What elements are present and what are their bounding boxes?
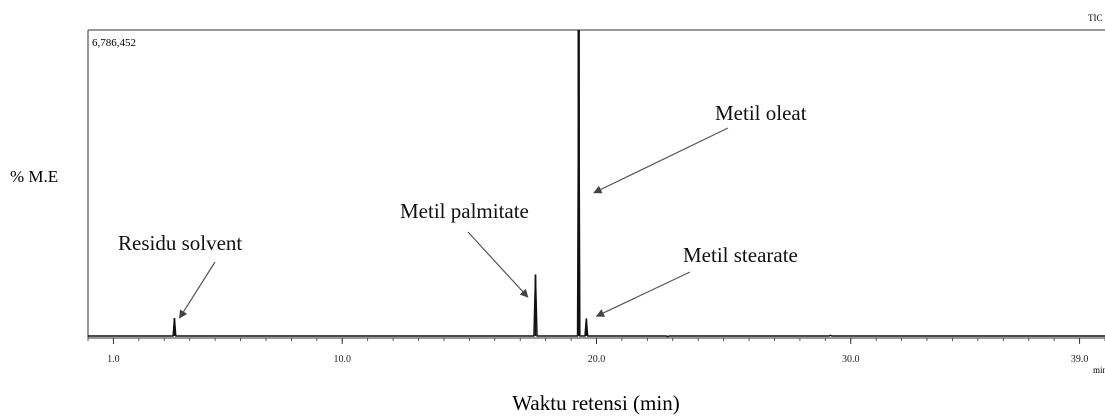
x-unit-label: min bbox=[1093, 365, 1105, 375]
x-tick-label: 10.0 bbox=[334, 354, 352, 365]
peak-annotation-label: Metil oleat bbox=[715, 101, 807, 125]
peak-annotation-label: Residu solvent bbox=[118, 231, 242, 255]
peak-annotation-label: Metil stearate bbox=[683, 243, 798, 267]
x-tick-label: 39.0 bbox=[1071, 354, 1089, 365]
annotation-arrows bbox=[179, 127, 729, 319]
annotation-arrow bbox=[593, 127, 729, 194]
plot-area bbox=[87, 29, 1105, 339]
peak-annotation-label: Metil palmitate bbox=[400, 199, 529, 223]
x-tick-label: 1.0 bbox=[107, 354, 120, 365]
x-tick-label: 20.0 bbox=[588, 354, 606, 365]
tic-trace bbox=[88, 29, 1105, 338]
chromatogram-line bbox=[88, 29, 1105, 338]
text-labels: Residu solvent Metil palmitate Metil oleat… bbox=[10, 13, 1105, 415]
x-axis-label: Waktu retensi (min) bbox=[512, 391, 679, 415]
trace-type-label: TIC bbox=[1088, 13, 1103, 23]
max-intensity-label: 6,786,452 bbox=[92, 37, 136, 49]
annotation-arrow bbox=[595, 271, 691, 317]
annotation-arrow bbox=[467, 231, 529, 298]
x-tick-label: 30.0 bbox=[842, 354, 860, 365]
y-axis-label: % M.E bbox=[10, 167, 58, 186]
annotation-arrow bbox=[179, 261, 216, 319]
x-ticks: 1.0 10.0 20.0 30.0 39.0 bbox=[87, 338, 1105, 365]
